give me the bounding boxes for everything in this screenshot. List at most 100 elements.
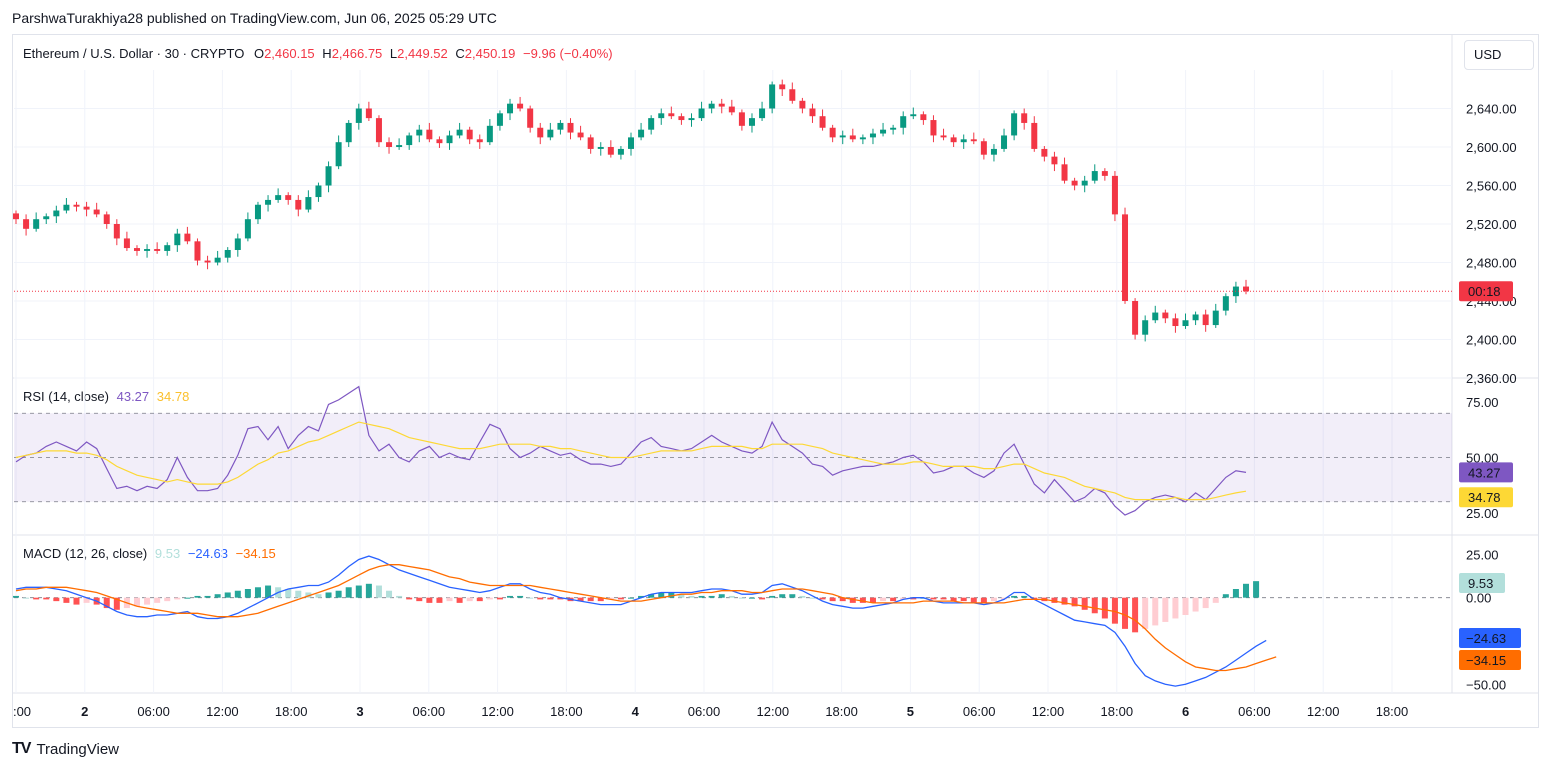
candle-body — [355, 108, 362, 123]
candle-body — [1071, 180, 1078, 186]
candle-body — [678, 116, 685, 121]
macd-histogram-bar — [1192, 597, 1199, 612]
candle-body — [819, 116, 826, 128]
macd-histogram-bar — [355, 585, 362, 598]
candle-body — [285, 195, 292, 200]
macd-histogram-bar — [880, 597, 887, 602]
candle-body — [224, 249, 231, 258]
macd-histogram-bar — [1202, 597, 1209, 609]
candle-body — [1192, 314, 1199, 321]
macd-histogram-bar — [597, 597, 604, 602]
macd-histogram-bar — [738, 597, 745, 599]
candle-body — [1081, 180, 1088, 186]
macd-histogram-bar — [295, 590, 302, 598]
candle-body — [103, 214, 110, 224]
candle-body — [1051, 156, 1058, 165]
candle-body — [133, 248, 140, 251]
macd-histogram-bar — [960, 597, 967, 602]
time-axis-label: 06:00 — [413, 704, 446, 719]
candle-body — [890, 127, 897, 130]
macd-histogram-bar — [33, 597, 40, 600]
candle-body — [375, 118, 382, 143]
macd-histogram-bar — [819, 597, 826, 600]
open-label: O — [253, 46, 265, 61]
tradingview-brand[interactable]: TradingView — [36, 740, 119, 758]
macd-histogram-bar — [265, 585, 272, 598]
price-axis-label: 2,600.00 — [1466, 140, 1517, 155]
macd-histogram-bar — [577, 597, 584, 602]
candle-body — [869, 133, 876, 138]
macd-histogram-bar — [950, 597, 957, 602]
candle-body — [910, 114, 917, 117]
symbol-title[interactable]: Ethereum / U.S. Dollar · 30 · CRYPTO — [23, 46, 245, 61]
macd-histogram-bar — [466, 597, 473, 602]
macd-histogram-bar — [396, 595, 403, 598]
macd-histogram-bar — [1182, 597, 1189, 615]
macd-histogram-bar — [789, 594, 796, 598]
currency-button[interactable]: USD — [1464, 40, 1534, 70]
macd-histogram-bar — [144, 597, 151, 605]
macd-histogram-bar — [658, 592, 665, 598]
macd-histogram-bar — [728, 595, 735, 598]
candle-body — [396, 145, 403, 147]
macd-histogram-bar — [375, 585, 382, 598]
rsi-band-fill — [14, 413, 1452, 502]
macd-histogram-bar — [668, 592, 675, 598]
candle-body — [1011, 113, 1018, 136]
macd-histogram-bar — [1051, 597, 1058, 603]
macd-histogram-bar — [83, 597, 90, 603]
macd-histogram-bar — [1091, 597, 1098, 614]
candle-body — [184, 233, 191, 242]
candle-body — [174, 233, 181, 246]
macd-histogram-bar — [1101, 597, 1108, 619]
candle-body — [859, 137, 866, 140]
candle-body — [1202, 314, 1209, 326]
publisher-line: ParshwaTurakhiya28 published on TradingV… — [12, 10, 497, 26]
price-legend: Ethereum / U.S. Dollar · 30 · CRYPTO O2,… — [23, 46, 613, 61]
macd-histogram-bar — [849, 597, 856, 603]
candle-body — [759, 108, 766, 119]
rsi-title[interactable]: RSI (14, close) — [23, 389, 109, 404]
macd-histogram-bar — [829, 597, 836, 602]
macd-histogram-bar — [517, 595, 524, 598]
candle-body — [325, 166, 332, 186]
macd-histogram-bar — [839, 597, 846, 602]
rsi-ma-tag: 34.78 — [1468, 490, 1501, 505]
rsi-axis-label: 75.00 — [1466, 395, 1499, 410]
candle-body — [1152, 312, 1159, 321]
candle-body — [1132, 301, 1139, 335]
candle-body — [728, 106, 735, 113]
macd-histogram-bar — [890, 597, 897, 602]
candle-body — [123, 238, 130, 249]
candle-body — [527, 108, 534, 128]
macd-histogram-bar — [638, 595, 645, 598]
macd-histogram-bar — [910, 597, 917, 600]
candle-body — [970, 139, 977, 142]
price-axis-label: 2,640.00 — [1466, 102, 1517, 117]
candle-body — [43, 216, 50, 220]
macd-line-tag: −24.63 — [1466, 631, 1506, 646]
price-tag: 00:18 — [1468, 284, 1501, 299]
candle-body — [496, 113, 503, 126]
candle-body — [476, 139, 483, 143]
candle-body — [1212, 310, 1219, 326]
macd-histogram-bar — [507, 595, 514, 598]
macd-hist-value: 9.53 — [154, 546, 181, 561]
change-value: −9.96 (−0.40%) — [523, 46, 613, 61]
candle-body — [1222, 296, 1229, 311]
candle-body — [1162, 312, 1169, 319]
candle-body — [154, 249, 161, 251]
rsi-axis-label: 25.00 — [1466, 506, 1499, 521]
macd-hist-tag: 9.53 — [1468, 576, 1493, 591]
macd-histogram-bar — [769, 595, 776, 598]
candle-body — [1122, 214, 1129, 301]
macd-histogram-bar — [1011, 595, 1018, 598]
macd-histogram-bar — [779, 594, 786, 598]
tradingview-logo[interactable]: TV — [12, 740, 31, 757]
rsi-value-tag: 43.27 — [1468, 465, 1501, 480]
macd-histogram-bar — [1071, 597, 1078, 607]
macd-histogram-bar — [325, 592, 332, 598]
time-axis-label: 18:00 — [275, 704, 308, 719]
chart-frame — [12, 34, 1539, 728]
